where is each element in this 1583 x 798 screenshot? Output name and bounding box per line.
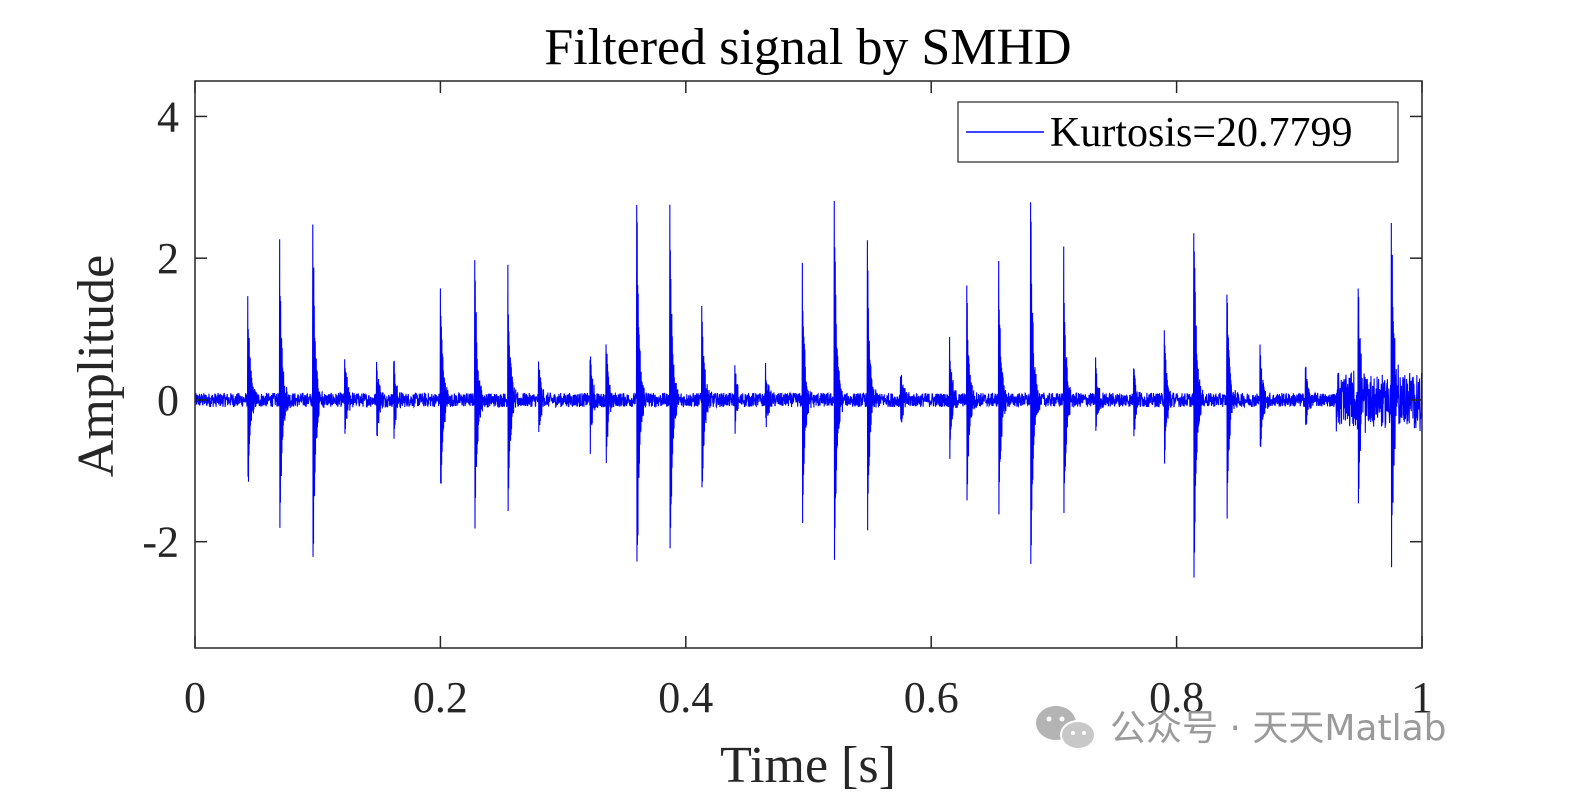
- y-tick-label-3: 4: [157, 92, 179, 141]
- y-tick-label-0: -2: [142, 518, 179, 567]
- x-tick-label-0: 0: [184, 673, 206, 722]
- y-tick-label-2: 2: [157, 234, 179, 283]
- y-axis-label: Amplitude: [68, 255, 125, 477]
- chart-title: Filtered signal by SMHD: [544, 19, 1071, 76]
- x-axis-label: Time [s]: [720, 737, 896, 794]
- watermark: 公众号 · 天天Matlab: [1036, 706, 1446, 750]
- axis-ticks: 0 0.2 0.4 0.6 0.8 1 -2 0 2 4: [142, 81, 1433, 722]
- x-tick-label-1: 0.2: [413, 673, 468, 722]
- x-tick-label-3: 0.6: [904, 673, 959, 722]
- series-line-kurtosis: [194, 201, 1423, 578]
- x-tick-label-4: 0.8: [1149, 673, 1204, 722]
- y-tick-label-1: 0: [157, 376, 179, 425]
- x-tick-label-2: 0.4: [658, 673, 713, 722]
- watermark-text: 公众号 · 天天Matlab: [1110, 708, 1446, 749]
- legend: Kurtosis=20.7799: [957, 101, 1399, 163]
- signal-series: [194, 201, 1423, 578]
- legend-entry-label: Kurtosis=20.7799: [1050, 110, 1353, 156]
- x-tick-label-5: 1: [1411, 673, 1433, 722]
- wechat-icon: [1036, 706, 1096, 750]
- plot-frame: [194, 80, 1423, 649]
